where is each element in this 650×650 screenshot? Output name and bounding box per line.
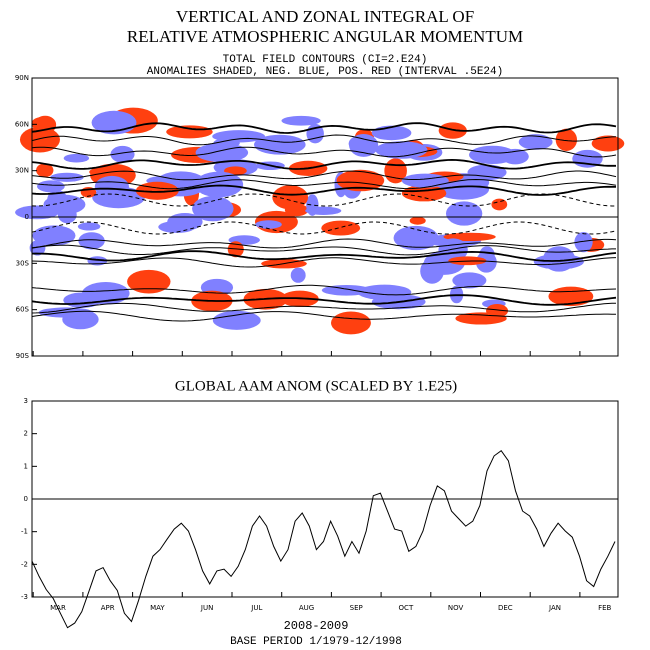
x-tick-label: SEP: [350, 604, 363, 612]
x-axis-label: 2008-2009: [284, 619, 349, 633]
x-tick-label: JAN: [548, 604, 561, 612]
contour-line: [31, 250, 617, 262]
anomaly-blob: [305, 206, 342, 215]
anomaly-blob: [445, 201, 483, 226]
anomaly-blob: [127, 269, 171, 294]
anomaly-blob: [357, 284, 412, 300]
x-tick-label: NOV: [448, 604, 464, 612]
anomaly-blob: [409, 216, 426, 225]
anomaly-blob: [62, 309, 99, 330]
anomaly-blob: [574, 231, 593, 253]
anomaly-blob: [255, 220, 282, 229]
y-tick-label: 1: [24, 462, 28, 470]
contour-line: [31, 178, 617, 190]
anomaly-blob: [15, 205, 59, 220]
aam-line: [31, 449, 616, 629]
anomaly-blob: [393, 225, 439, 251]
contour-line: [31, 122, 617, 134]
anomaly-blob: [78, 232, 105, 250]
x-tick-label: OCT: [399, 604, 414, 612]
y-tick-label: -1: [21, 528, 28, 536]
y-tick-label: -2: [21, 560, 28, 568]
anomaly-blob: [19, 126, 60, 153]
anomaly-blob: [467, 164, 507, 181]
anomaly-blob: [32, 225, 76, 246]
chart-title: RELATIVE ATMOSPHERIC ANGULAR MOMENTUM: [127, 27, 523, 46]
y-tick-label: 2: [24, 430, 28, 438]
anomaly-blob: [50, 172, 84, 182]
anomaly-blob: [212, 310, 261, 330]
y-tick-label: 3: [24, 397, 28, 405]
anomaly-blob: [518, 134, 553, 150]
y-tick-label: 60N: [15, 120, 29, 128]
contour-line: [31, 302, 617, 314]
contour-line: [31, 184, 617, 196]
anomaly-blob: [491, 198, 508, 211]
x-tick-label: DEC: [498, 604, 513, 612]
x-tick-label: JUN: [200, 604, 213, 612]
chart-subtitle: ANOMALIES SHADED, NEG. BLUE, POS. RED (I…: [147, 66, 503, 78]
anomaly-blob: [192, 196, 234, 222]
contour-line: [31, 238, 617, 249]
x-tick-label: MAY: [150, 604, 165, 612]
contour-line: [31, 294, 617, 306]
y-tick-label: 30N: [15, 167, 29, 175]
anomaly-blob: [336, 169, 385, 192]
note: BASE PERIOD 1/1979-12/1998: [230, 636, 402, 648]
chart-subtitle: TOTAL FIELD CONTOURS (CI=2.E24): [223, 54, 428, 66]
y-tick-label: 0: [25, 213, 29, 221]
anomaly-blob: [349, 133, 379, 157]
x-tick-label: APR: [101, 604, 115, 612]
chart-title: GLOBAL AAM ANOM (SCALED BY 1.E25): [175, 378, 457, 394]
y-tick-label: -3: [21, 593, 28, 601]
x-tick-label: FEB: [598, 604, 611, 612]
x-tick-label: JUL: [250, 604, 262, 612]
anomaly-blob: [401, 173, 449, 188]
anomaly-blob: [280, 292, 312, 302]
contour-line: [31, 257, 617, 268]
chart-title: VERTICAL AND ZONAL INTEGRAL OF: [176, 7, 474, 26]
anomaly-blob: [213, 138, 240, 149]
contour-line: [31, 158, 616, 170]
anomaly-blob: [330, 311, 371, 335]
anomaly-blob: [321, 220, 361, 236]
anomaly-blob: [555, 128, 578, 152]
anomaly-field: [15, 107, 625, 335]
contour-line: [31, 310, 617, 322]
anomaly-blob: [290, 267, 306, 283]
anomaly-blob: [281, 115, 321, 126]
contour-line: [31, 221, 617, 235]
y-tick-label: 90S: [16, 352, 30, 360]
anomaly-blob: [37, 180, 65, 193]
y-tick-label: 90N: [15, 74, 29, 82]
anomaly-blob: [63, 153, 90, 163]
anomaly-blob: [167, 213, 203, 231]
y-tick-label: 30S: [16, 259, 30, 267]
anomaly-blob: [468, 145, 516, 165]
x-tick-label: AUG: [299, 604, 314, 612]
anomaly-blob: [36, 163, 54, 178]
y-tick-label: 60S: [16, 306, 30, 314]
y-tick-label: 0: [24, 495, 28, 503]
anomaly-blob: [77, 222, 101, 231]
contour-line: [31, 146, 617, 158]
anomaly-blob: [166, 125, 213, 139]
anomaly-blob: [591, 135, 625, 152]
anomaly-blob: [110, 145, 135, 163]
anomaly-blob: [272, 185, 309, 210]
contour-line: [31, 193, 616, 207]
anomaly-blob: [452, 272, 487, 289]
contour-line: [31, 244, 616, 256]
contour-line: [31, 134, 617, 146]
anomaly-blob: [475, 251, 497, 273]
anomaly-blob: [57, 206, 77, 224]
contour-line: [31, 170, 617, 181]
anomaly-blob: [47, 189, 68, 210]
contour-line: [31, 284, 617, 296]
anomaly-blob: [29, 240, 46, 256]
